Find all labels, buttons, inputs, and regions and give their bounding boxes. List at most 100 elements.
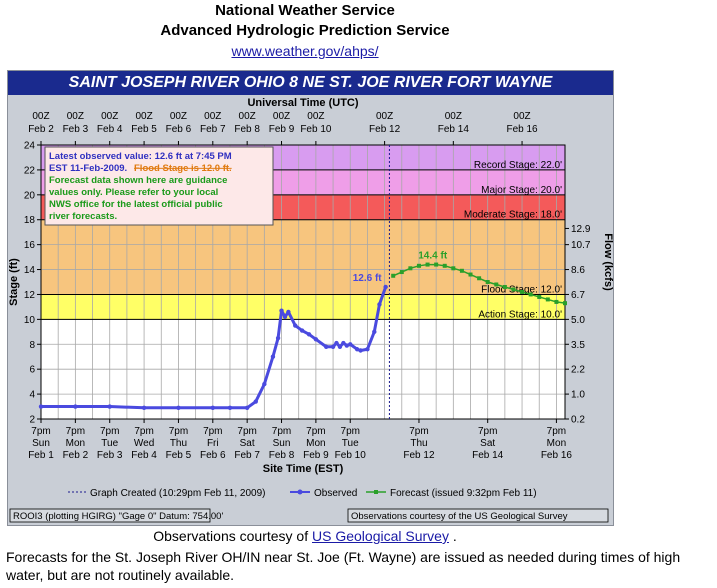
observed-point — [286, 309, 291, 315]
plot-border — [40, 144, 566, 420]
forecast-point — [434, 262, 439, 267]
observed-point — [293, 323, 298, 328]
forecast-point — [494, 282, 499, 287]
top-tick-date: Feb 6 — [166, 124, 192, 135]
bottom-tick-date: Feb 3 — [97, 450, 123, 461]
forecast-point — [511, 287, 516, 292]
observed-point — [279, 308, 284, 313]
bottom-tick-time: 7pm — [100, 426, 119, 437]
info-guidance-line1: Forecast data shown here are guidance — [49, 175, 227, 186]
threshold-label: Record Stage: 22.0' — [474, 160, 562, 171]
info-guidance-line4: river forecasts. — [49, 211, 117, 222]
info-latest-line: Latest observed value: 12.6 ft at 7:45 P… — [49, 151, 232, 162]
bottom-tick-day: Sat — [480, 438, 495, 449]
y-tick-label: 6 — [29, 365, 35, 376]
observed-point — [227, 405, 233, 410]
bottom-tick-date: Feb 12 — [403, 450, 435, 461]
forecast-point — [442, 263, 447, 268]
info-box — [44, 146, 274, 226]
observed-point — [341, 340, 346, 346]
chart-title: SAINT JOSEPH RIVER OHIO 8 NE ST. JOE RIV… — [8, 71, 613, 95]
usgs-courtesy-box — [347, 508, 609, 523]
bottom-tick-time: 7pm — [547, 426, 566, 437]
observed-point — [334, 340, 339, 346]
bottom-tick-time: 7pm — [341, 426, 360, 437]
top-tick-time: 00Z — [513, 111, 530, 122]
forecast-note: Forecasts for the St. Joseph River OH/IN… — [6, 549, 681, 583]
bottom-tick-date: Feb 8 — [269, 450, 295, 461]
info-guidance-line3: NWS office for the latest official publi… — [49, 199, 223, 210]
bottom-tick-date: Feb 5 — [166, 450, 192, 461]
bottom-tick-time: 7pm — [306, 426, 325, 437]
observed-point — [253, 399, 258, 404]
bottom-tick-time: 7pm — [478, 426, 497, 437]
action-band — [41, 294, 565, 320]
usgs-link[interactable]: US Geological Survey — [312, 528, 449, 544]
y-tick-label: 10 — [24, 315, 36, 326]
observed-crest-label: 12.6 ft — [353, 273, 383, 284]
flow-tick-label: 1.0 — [571, 390, 585, 401]
bottom-tick-time: 7pm — [66, 426, 85, 437]
forecast-point — [408, 266, 413, 271]
y-tick-label: 18 — [24, 215, 36, 226]
top-tick-date: Feb 16 — [506, 124, 538, 135]
legend-forecast-label: Forecast (issued 9:32pm Feb 11) — [390, 488, 537, 499]
observed-point — [377, 302, 382, 307]
top-tick-date: Feb 10 — [300, 124, 332, 135]
legend-created-label: Graph Created (10:29pm Feb 11, 2009) — [90, 488, 265, 499]
threshold-label: Moderate Stage: 18.0' — [464, 210, 562, 221]
bottom-tick-date: Feb 7 — [234, 450, 260, 461]
y-axis-title: Stage (ft) — [8, 258, 20, 306]
forecast-point — [554, 299, 559, 304]
forecast-point — [545, 297, 550, 302]
observed-point — [176, 405, 181, 410]
legend-observed-label: Observed — [314, 488, 357, 499]
top-tick-date: Feb 4 — [97, 124, 123, 135]
forecast-point — [416, 263, 421, 268]
bottom-tick-day: Tue — [101, 438, 118, 449]
top-tick-time: 00Z — [204, 111, 221, 122]
info-guidance-line2: values only. Please refer to your local — [49, 187, 218, 198]
top-tick-date: Feb 7 — [200, 124, 226, 135]
flow-tick-label: 2.2 — [571, 365, 585, 376]
threshold-label: Flood Stage: 12.0' — [481, 284, 562, 295]
top-tick-date: Feb 2 — [28, 124, 54, 135]
ahps-link-container: www.weather.gov/ahps/ — [0, 43, 610, 59]
bottom-tick-time: 7pm — [409, 426, 428, 437]
flow-tick-label: 3.5 — [571, 340, 585, 351]
forecast-point — [485, 280, 490, 284]
observed-point — [330, 344, 336, 349]
flow-tick-label: 8.6 — [571, 265, 585, 276]
bottom-tick-time: 7pm — [31, 426, 50, 437]
bottom-tick-day: Thu — [170, 438, 187, 449]
courtesy-period: . — [452, 528, 457, 544]
top-tick-date: Feb 5 — [131, 124, 157, 135]
bottom-tick-day: Thu — [410, 438, 427, 449]
top-tick-time: 00Z — [239, 111, 256, 122]
threshold-label: Major Stage: 20.0' — [481, 185, 562, 196]
bottom-tick-date: Feb 6 — [200, 450, 226, 461]
bottom-tick-day: Sat — [240, 438, 255, 449]
flow-tick-label: 12.9 — [571, 224, 591, 235]
hydrograph-panel: SAINT JOSEPH RIVER OHIO 8 NE ST. JOE RIV… — [7, 70, 614, 526]
top-tick-time: 00Z — [170, 111, 187, 122]
legend-forecast-marker — [374, 490, 378, 494]
courtesy-text: Observations courtesy of — [153, 528, 309, 544]
observed-point — [348, 342, 353, 347]
info-flood-stage: Flood Stage is 12.0 ft. — [134, 163, 232, 174]
bottom-tick-day: Sun — [273, 438, 291, 449]
observed-point — [73, 404, 78, 409]
bottom-tick-day: Wed — [134, 438, 154, 449]
forecast-point — [520, 289, 525, 294]
flow-tick-label: 10.7 — [571, 240, 591, 251]
forecast-crest-label: 14.4 ft — [418, 251, 448, 262]
flow-tick-label: 6.7 — [571, 290, 585, 301]
ahps-link[interactable]: www.weather.gov/ahps/ — [231, 43, 379, 59]
top-tick-time: 00Z — [376, 111, 393, 122]
observed-point — [282, 314, 288, 320]
top-tick-date: Feb 9 — [269, 124, 295, 135]
usgs-courtesy-text: Observations courtesy of the US Geologic… — [351, 511, 568, 522]
observed-point — [244, 405, 250, 410]
forecast-point — [528, 292, 533, 297]
top-tick-time: 00Z — [32, 111, 49, 122]
